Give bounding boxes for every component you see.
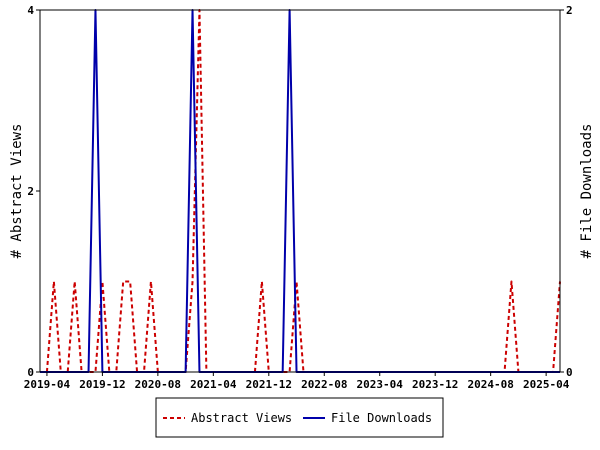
legend-label-abstract-views: Abstract Views: [191, 411, 292, 425]
legend-box: [155, 397, 444, 438]
plot-lines: [40, 9, 561, 373]
y-axis-left-title: # Abstract Views: [9, 124, 25, 259]
legend-label-file-downloads: File Downloads: [331, 411, 432, 425]
y-axis-right-title: # File Downloads: [579, 124, 595, 259]
x-tick-label: 2020-08: [135, 378, 181, 391]
x-tick-label: 2022-08: [301, 378, 347, 391]
series-line-abstract-views: [40, 9, 561, 373]
x-tick-label: 2019-04: [24, 378, 71, 391]
legend: Abstract Views File Downloads: [155, 397, 444, 438]
x-tick-label: 2021-12: [246, 378, 292, 391]
x-tick-label: 2024-08: [467, 378, 513, 391]
y-right-tick-label: 0: [566, 366, 573, 379]
x-tick-label: 2023-12: [412, 378, 458, 391]
y-left-tick-label: 2: [27, 185, 34, 198]
y-right-tick-label: 2: [566, 4, 573, 17]
y-axis-right: 02: [560, 4, 573, 379]
x-tick-label: 2021-04: [190, 378, 237, 391]
x-axis: 2019-04 2019-12 2020-08 2021-04 2021-12 2022-…: [24, 372, 570, 391]
x-tick-label: 2023-04: [357, 378, 404, 391]
x-tick-label: 2019-12: [79, 378, 125, 391]
y-left-tick-label: 4: [27, 4, 34, 17]
x-tick-label: 2025-04: [523, 378, 570, 391]
y-axis-left: 0 2 4: [27, 4, 40, 379]
y-left-tick-label: 0: [27, 366, 34, 379]
